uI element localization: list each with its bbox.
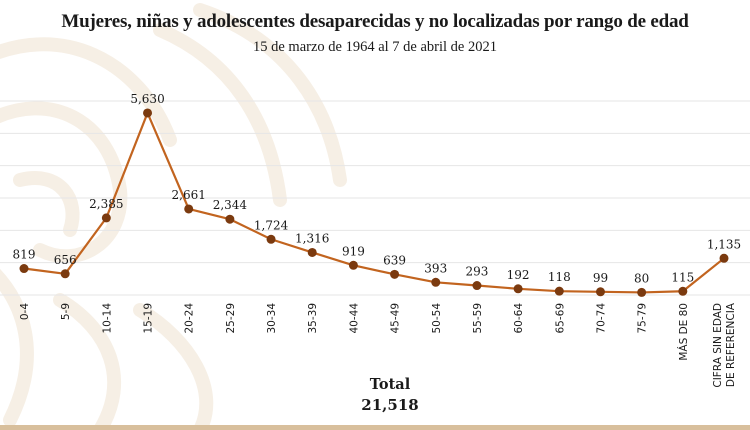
data-point bbox=[184, 204, 194, 214]
data-label: 115 bbox=[671, 270, 694, 284]
data-point bbox=[595, 287, 605, 297]
data-point bbox=[472, 281, 482, 291]
x-tick-label: 50-54 bbox=[431, 303, 443, 334]
x-tick-label: 20-24 bbox=[184, 303, 196, 334]
data-point bbox=[143, 108, 153, 118]
data-labels: 819 656 2,385 5,630 2,661 2,344 1,724 1,316 919 6… bbox=[13, 92, 742, 285]
x-tick-label-line: 40-44 bbox=[348, 303, 360, 334]
x-tick-label: MÁS DE 80 bbox=[677, 303, 690, 361]
total-label: Total bbox=[369, 376, 411, 393]
data-label: 1,135 bbox=[707, 237, 741, 251]
x-tick-label-line: 30-34 bbox=[266, 303, 278, 334]
data-label: 1,316 bbox=[295, 231, 329, 245]
data-label: 639 bbox=[383, 253, 406, 267]
x-tick-label-line: 50-54 bbox=[431, 303, 443, 334]
data-label: 393 bbox=[424, 261, 447, 275]
x-tick-label-line: 65-69 bbox=[554, 303, 566, 334]
x-tick-label-line: 60-64 bbox=[513, 303, 525, 334]
x-tick-label: 75-79 bbox=[637, 303, 649, 334]
x-tick-label: 65-69 bbox=[554, 303, 566, 334]
x-tick-label-line: 20-24 bbox=[184, 303, 196, 334]
gridlines bbox=[0, 100, 750, 296]
x-tick-label: CIFRA SIN EDADDE REFERENCIA bbox=[712, 302, 737, 387]
total-value: 21,518 bbox=[361, 396, 419, 414]
data-point bbox=[719, 253, 729, 263]
x-tick-label: 40-44 bbox=[348, 303, 360, 334]
data-point bbox=[431, 277, 441, 287]
x-tick-label-line: 75-79 bbox=[637, 303, 649, 334]
data-point bbox=[390, 269, 400, 279]
data-label: 2,344 bbox=[213, 198, 248, 212]
data-label: 656 bbox=[54, 253, 77, 267]
x-tick-label-line: 45-49 bbox=[390, 303, 402, 334]
data-point bbox=[266, 234, 276, 244]
data-point bbox=[307, 247, 317, 257]
data-point bbox=[554, 286, 564, 296]
x-tick-label-line: 0-4 bbox=[19, 303, 31, 320]
x-tick-label-line: 5-9 bbox=[60, 303, 72, 320]
data-point bbox=[225, 214, 235, 224]
data-point bbox=[60, 269, 70, 279]
x-tick-label-line: CIFRA SIN EDAD bbox=[712, 303, 724, 388]
data-label: 99 bbox=[593, 271, 608, 285]
x-tick-label-line: 10-14 bbox=[101, 303, 113, 334]
x-tick-label: 55-59 bbox=[472, 303, 484, 334]
x-axis-labels: 0-4 5-9 10-14 15-19 20-24 25-29 30-34 35-39 40-4… bbox=[19, 302, 737, 387]
data-label: 819 bbox=[13, 248, 36, 262]
x-tick-label: 15-19 bbox=[143, 303, 155, 334]
x-tick-label-line: 55-59 bbox=[472, 303, 484, 334]
x-tick-label-line: DE REFERENCIA bbox=[725, 302, 737, 387]
data-label: 118 bbox=[548, 270, 571, 284]
data-point bbox=[513, 284, 523, 294]
x-tick-label: 10-14 bbox=[101, 303, 113, 334]
x-tick-label-line: 15-19 bbox=[143, 303, 155, 334]
data-label: 5,630 bbox=[130, 92, 164, 106]
x-tick-label: 30-34 bbox=[266, 303, 278, 334]
data-point bbox=[637, 287, 647, 297]
x-tick-label: 0-4 bbox=[19, 303, 31, 320]
x-tick-label: 60-64 bbox=[513, 303, 525, 334]
data-label: 919 bbox=[342, 244, 365, 258]
x-tick-label: 45-49 bbox=[390, 303, 402, 334]
series-line bbox=[23, 111, 725, 294]
x-tick-label-line: 35-39 bbox=[307, 303, 319, 334]
x-tick-label: 25-29 bbox=[225, 303, 237, 334]
data-label: 1,724 bbox=[254, 218, 289, 232]
x-tick-label: 5-9 bbox=[60, 303, 72, 320]
x-tick-label-line: 70-74 bbox=[595, 303, 607, 334]
data-label: 2,385 bbox=[89, 197, 123, 211]
data-point bbox=[101, 213, 111, 223]
bottom-decorative-bar bbox=[0, 425, 750, 430]
data-point bbox=[678, 286, 688, 296]
data-label: 293 bbox=[465, 265, 488, 279]
chart-subtitle: 15 de marzo de 1964 al 7 de abril de 202… bbox=[252, 39, 497, 55]
data-label: 2,661 bbox=[172, 188, 206, 202]
data-markers bbox=[19, 108, 729, 297]
x-tick-label: 70-74 bbox=[595, 303, 607, 334]
data-point bbox=[348, 260, 358, 270]
x-tick-label-line: MÁS DE 80 bbox=[677, 303, 690, 361]
chart-title: Mujeres, niñas y adolescentes desapareci… bbox=[61, 11, 689, 32]
data-label: 192 bbox=[507, 268, 530, 282]
data-point bbox=[19, 264, 29, 274]
data-label: 80 bbox=[634, 271, 649, 285]
x-tick-label: 35-39 bbox=[307, 303, 319, 334]
x-tick-label-line: 25-29 bbox=[225, 303, 237, 334]
